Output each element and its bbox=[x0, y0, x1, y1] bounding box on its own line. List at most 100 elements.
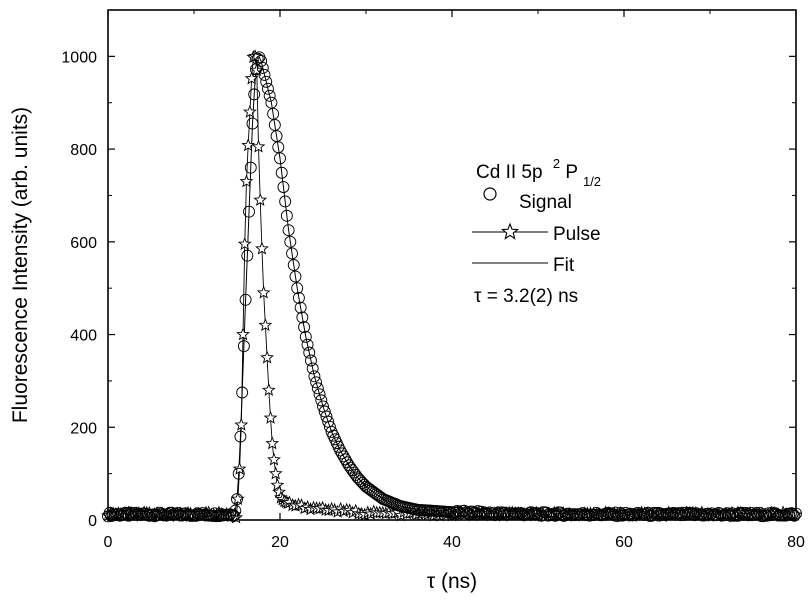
signal-point bbox=[507, 508, 520, 520]
signal-point bbox=[334, 444, 347, 457]
legend-title: Cd II 5p 2 P 1/2 bbox=[476, 152, 601, 189]
signal-point bbox=[301, 338, 314, 351]
signal-point bbox=[229, 504, 242, 517]
legend-fit-label: Fit bbox=[553, 255, 575, 276]
signal-point bbox=[657, 508, 670, 521]
signal-point bbox=[153, 506, 166, 519]
signal-point bbox=[502, 508, 515, 521]
signal-point bbox=[788, 509, 801, 522]
signal-point bbox=[311, 382, 324, 395]
series-layer bbox=[101, 49, 803, 524]
signal-point bbox=[176, 509, 188, 522]
signal-point bbox=[597, 508, 610, 521]
signal-point bbox=[540, 506, 553, 519]
signal-point bbox=[642, 506, 655, 519]
signal-point bbox=[676, 506, 689, 519]
signal-point bbox=[260, 75, 273, 88]
signal-point bbox=[308, 370, 321, 383]
signal-point bbox=[303, 346, 316, 359]
signal-point bbox=[575, 508, 587, 521]
y-tick-label: 0 bbox=[88, 513, 97, 530]
signal-point bbox=[612, 509, 625, 522]
signal-point bbox=[611, 510, 624, 523]
x-tick-label: 20 bbox=[271, 534, 289, 551]
pulse-point bbox=[258, 318, 273, 332]
signal-point bbox=[568, 508, 581, 520]
signal-point bbox=[246, 117, 259, 130]
signal-point bbox=[337, 450, 350, 463]
signal-point bbox=[258, 68, 271, 81]
pulse-point bbox=[272, 484, 287, 499]
pulse-point bbox=[267, 452, 281, 466]
y-tick-label: 400 bbox=[70, 328, 97, 345]
pulse-point bbox=[251, 139, 266, 153]
signal-point bbox=[470, 507, 483, 520]
pulse-point bbox=[263, 410, 278, 424]
signal-point bbox=[274, 152, 286, 165]
signal-point bbox=[244, 161, 257, 174]
signal-point bbox=[136, 507, 149, 520]
pulse-point bbox=[268, 466, 283, 480]
signal-point bbox=[294, 301, 307, 314]
signal-point bbox=[280, 209, 293, 222]
pulse-point bbox=[239, 174, 254, 188]
signal-point bbox=[640, 508, 653, 520]
lifetime-annotation: τ = 3.2(2) ns bbox=[474, 286, 578, 307]
signal-point bbox=[516, 507, 529, 520]
legend-signal-marker bbox=[483, 187, 497, 201]
signal-point bbox=[256, 61, 269, 74]
y-tick-label: 800 bbox=[70, 142, 97, 159]
signal-point bbox=[444, 506, 457, 518]
y-axis-title: Fluorescence Intensity (arb. units) bbox=[9, 107, 32, 423]
legend-signal-label: Signal bbox=[519, 192, 572, 213]
signal-point bbox=[581, 508, 594, 521]
signal-point bbox=[688, 509, 701, 522]
signal-point bbox=[292, 291, 305, 304]
signal-point bbox=[477, 507, 489, 520]
signal-point bbox=[206, 510, 219, 522]
x-tick-label: 80 bbox=[787, 534, 805, 551]
signal-point bbox=[618, 509, 630, 522]
x-tick-label: 40 bbox=[443, 534, 461, 551]
signal-point bbox=[509, 507, 522, 520]
signal-point bbox=[167, 508, 180, 521]
signal-point bbox=[590, 506, 603, 519]
x-tick-labels: 0 20 40 60 80 bbox=[104, 534, 805, 551]
pulse-point bbox=[261, 382, 276, 397]
pulse-point bbox=[241, 138, 256, 152]
signal-point bbox=[740, 507, 753, 519]
signal-point bbox=[236, 386, 249, 399]
signal-point bbox=[305, 354, 317, 367]
star-icon bbox=[500, 222, 520, 240]
legend-pulse-label: Pulse bbox=[553, 224, 601, 245]
signal-point bbox=[275, 166, 288, 179]
signal-point bbox=[255, 55, 268, 67]
pulse-point bbox=[270, 478, 285, 492]
x-tick-label: 0 bbox=[104, 534, 113, 551]
signal-point bbox=[241, 249, 254, 262]
signal-point bbox=[588, 508, 601, 521]
pulse-point bbox=[255, 241, 269, 255]
signal-point bbox=[170, 508, 183, 521]
signal-point bbox=[263, 89, 276, 102]
signal-point bbox=[289, 270, 302, 283]
signal-point bbox=[335, 447, 348, 460]
signal-point bbox=[232, 467, 245, 480]
y-tick-labels: 0 200 400 600 800 1000 bbox=[61, 49, 97, 530]
signal-point bbox=[277, 181, 290, 194]
pulse-point bbox=[237, 236, 252, 250]
signal-point bbox=[150, 509, 163, 522]
plot-area-frame bbox=[107, 9, 797, 521]
pulse-point bbox=[244, 71, 259, 85]
signal-point bbox=[306, 362, 319, 375]
signal-point bbox=[237, 340, 250, 353]
pulse-point bbox=[236, 327, 250, 341]
signal-point bbox=[614, 507, 627, 519]
pulse-point bbox=[265, 436, 280, 450]
signal-point bbox=[172, 506, 185, 519]
y-tick-label: 1000 bbox=[61, 49, 97, 66]
signal-point bbox=[198, 508, 211, 521]
pulse-point bbox=[253, 192, 268, 206]
signal-point bbox=[583, 509, 596, 522]
axis-ticks bbox=[107, 10, 797, 521]
